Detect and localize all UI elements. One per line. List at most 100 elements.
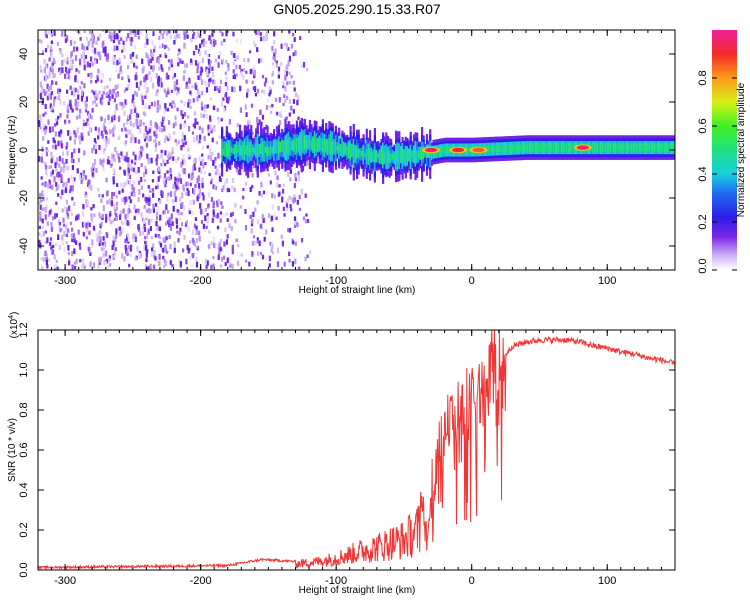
- spectrogram-cell: [209, 124, 213, 131]
- spectrogram-cell: [599, 144, 603, 151]
- spectrogram-cell: [285, 43, 289, 50]
- spectrogram-cell: [284, 86, 287, 92]
- spectrogram-cell: [149, 209, 152, 214]
- spectrogram-cell: [169, 244, 172, 250]
- spectrogram-cell: [189, 99, 192, 104]
- spectrogram-cell: [201, 106, 204, 111]
- spectrogram-cell: [166, 250, 169, 254]
- spectrogram-cell: [106, 53, 109, 59]
- spectrogram-cell: [137, 167, 140, 173]
- spectrogram-cell: [134, 74, 137, 81]
- spectrogram-cell: [279, 142, 282, 153]
- spectrogram-cell: [325, 139, 328, 153]
- spectrogram-cell: [375, 152, 378, 162]
- spectrogram-cell: [521, 144, 524, 152]
- spectrogram-cell: [83, 150, 86, 156]
- spectrogram-cell: [224, 262, 227, 266]
- spectrogram-cell: [152, 243, 155, 248]
- spectrogram-cell: [226, 218, 229, 222]
- spectrogram-cell: [129, 248, 132, 252]
- spectrogram-cell: [290, 75, 293, 79]
- spectrogram-cell: [562, 144, 565, 151]
- spectrogram-cell: [166, 108, 170, 112]
- spectrogram-cell: [88, 184, 91, 189]
- spectrogram-cell: [90, 185, 93, 191]
- spectrogram-cell: [276, 261, 280, 268]
- spectrogram-cell: [303, 135, 307, 149]
- spectrogram-cell: [114, 62, 117, 66]
- spectrogram-cell: [106, 30, 109, 33]
- spectrogram-cell: [50, 221, 53, 227]
- spectrogram-cell: [235, 38, 238, 43]
- spectrogram-cell: [221, 101, 224, 107]
- y-tick-label: 20: [18, 96, 30, 108]
- spectrogram-cell: [190, 58, 193, 63]
- spectrogram-cell: [74, 133, 77, 138]
- spectrogram-cell: [116, 183, 119, 187]
- spectrogram-cell: [60, 174, 63, 180]
- spectrogram-cell: [148, 71, 151, 75]
- spectrogram-cell: [211, 32, 214, 37]
- spectrogram-cell: [298, 176, 301, 182]
- spectrogram-cell: [38, 39, 41, 43]
- spectrogram-cell: [88, 247, 91, 252]
- spectrogram-cell: [202, 210, 205, 217]
- spectrogram-cell: [421, 147, 424, 161]
- spectrogram-cell: [275, 111, 279, 116]
- spectrogram-cell: [65, 227, 68, 233]
- spectrogram-cell: [129, 129, 132, 135]
- spectrogram-cell: [362, 146, 365, 163]
- spectrogram-cell: [254, 86, 257, 92]
- spectrogram-cell: [157, 81, 160, 87]
- spectrogram-cell: [110, 162, 113, 167]
- spectrogram-cell: [155, 160, 158, 166]
- spectrogram-cell: [510, 144, 513, 152]
- spectrogram-cell: [49, 241, 52, 246]
- spectrogram-cell: [271, 103, 274, 108]
- spectrogram-cell: [347, 147, 350, 156]
- spectrogram-cell: [121, 197, 124, 203]
- spectrogram-cell: [158, 169, 161, 175]
- spectrogram-cell: [286, 81, 289, 86]
- spectrogram-cell: [86, 62, 89, 68]
- spectrogram-cell: [117, 153, 120, 159]
- spectrogram-cell: [98, 90, 101, 94]
- spectrogram-cell: [80, 264, 84, 268]
- spectrogram-cell: [127, 84, 130, 91]
- spectrogram-cell: [70, 233, 73, 238]
- spectrogram-cell: [45, 182, 48, 187]
- spectrogram-cell: [163, 30, 166, 35]
- spectrogram-cell: [173, 81, 177, 87]
- spectrogram-cell: [200, 161, 203, 166]
- spectrogram-cell: [184, 222, 188, 227]
- spectrogram-cell: [110, 202, 113, 207]
- spectrogram-cell: [645, 144, 648, 151]
- spectrogram-cell: [217, 62, 220, 68]
- spectrogram-cell: [53, 176, 56, 182]
- spectrogram-cell: [285, 70, 288, 77]
- spectrogram-cell: [66, 142, 69, 146]
- spectrogram-cell: [167, 59, 170, 63]
- spectrogram-cell: [123, 110, 126, 116]
- y-tick-label: 1.2: [18, 322, 30, 337]
- spectrogram-cell: [63, 58, 66, 63]
- colorbar-ticks: 0.00.20.40.60.8: [697, 70, 737, 274]
- spectrogram-cell: [196, 67, 199, 74]
- spectrogram-cell: [181, 132, 184, 138]
- spectrogram-cell: [292, 139, 295, 152]
- spectrogram-cell: [74, 98, 77, 104]
- spectrogram-cell: [206, 104, 209, 108]
- spectrogram-cell: [47, 119, 50, 125]
- spectrogram-cell: [51, 126, 54, 132]
- spectrogram-cell: [245, 259, 248, 263]
- spectrogram-heatmap: [38, 30, 675, 270]
- spectrogram-cell: [539, 144, 542, 151]
- spectrogram-cell: [104, 46, 107, 52]
- spectrogram-cell: [258, 147, 261, 155]
- spectrogram-cell: [75, 216, 78, 221]
- spectrogram-cell: [124, 99, 127, 105]
- spectrogram-cell: [108, 198, 111, 205]
- spectrogram-cell: [131, 236, 134, 242]
- spectrogram-cell: [204, 215, 207, 221]
- spectrogram-cell: [346, 145, 349, 157]
